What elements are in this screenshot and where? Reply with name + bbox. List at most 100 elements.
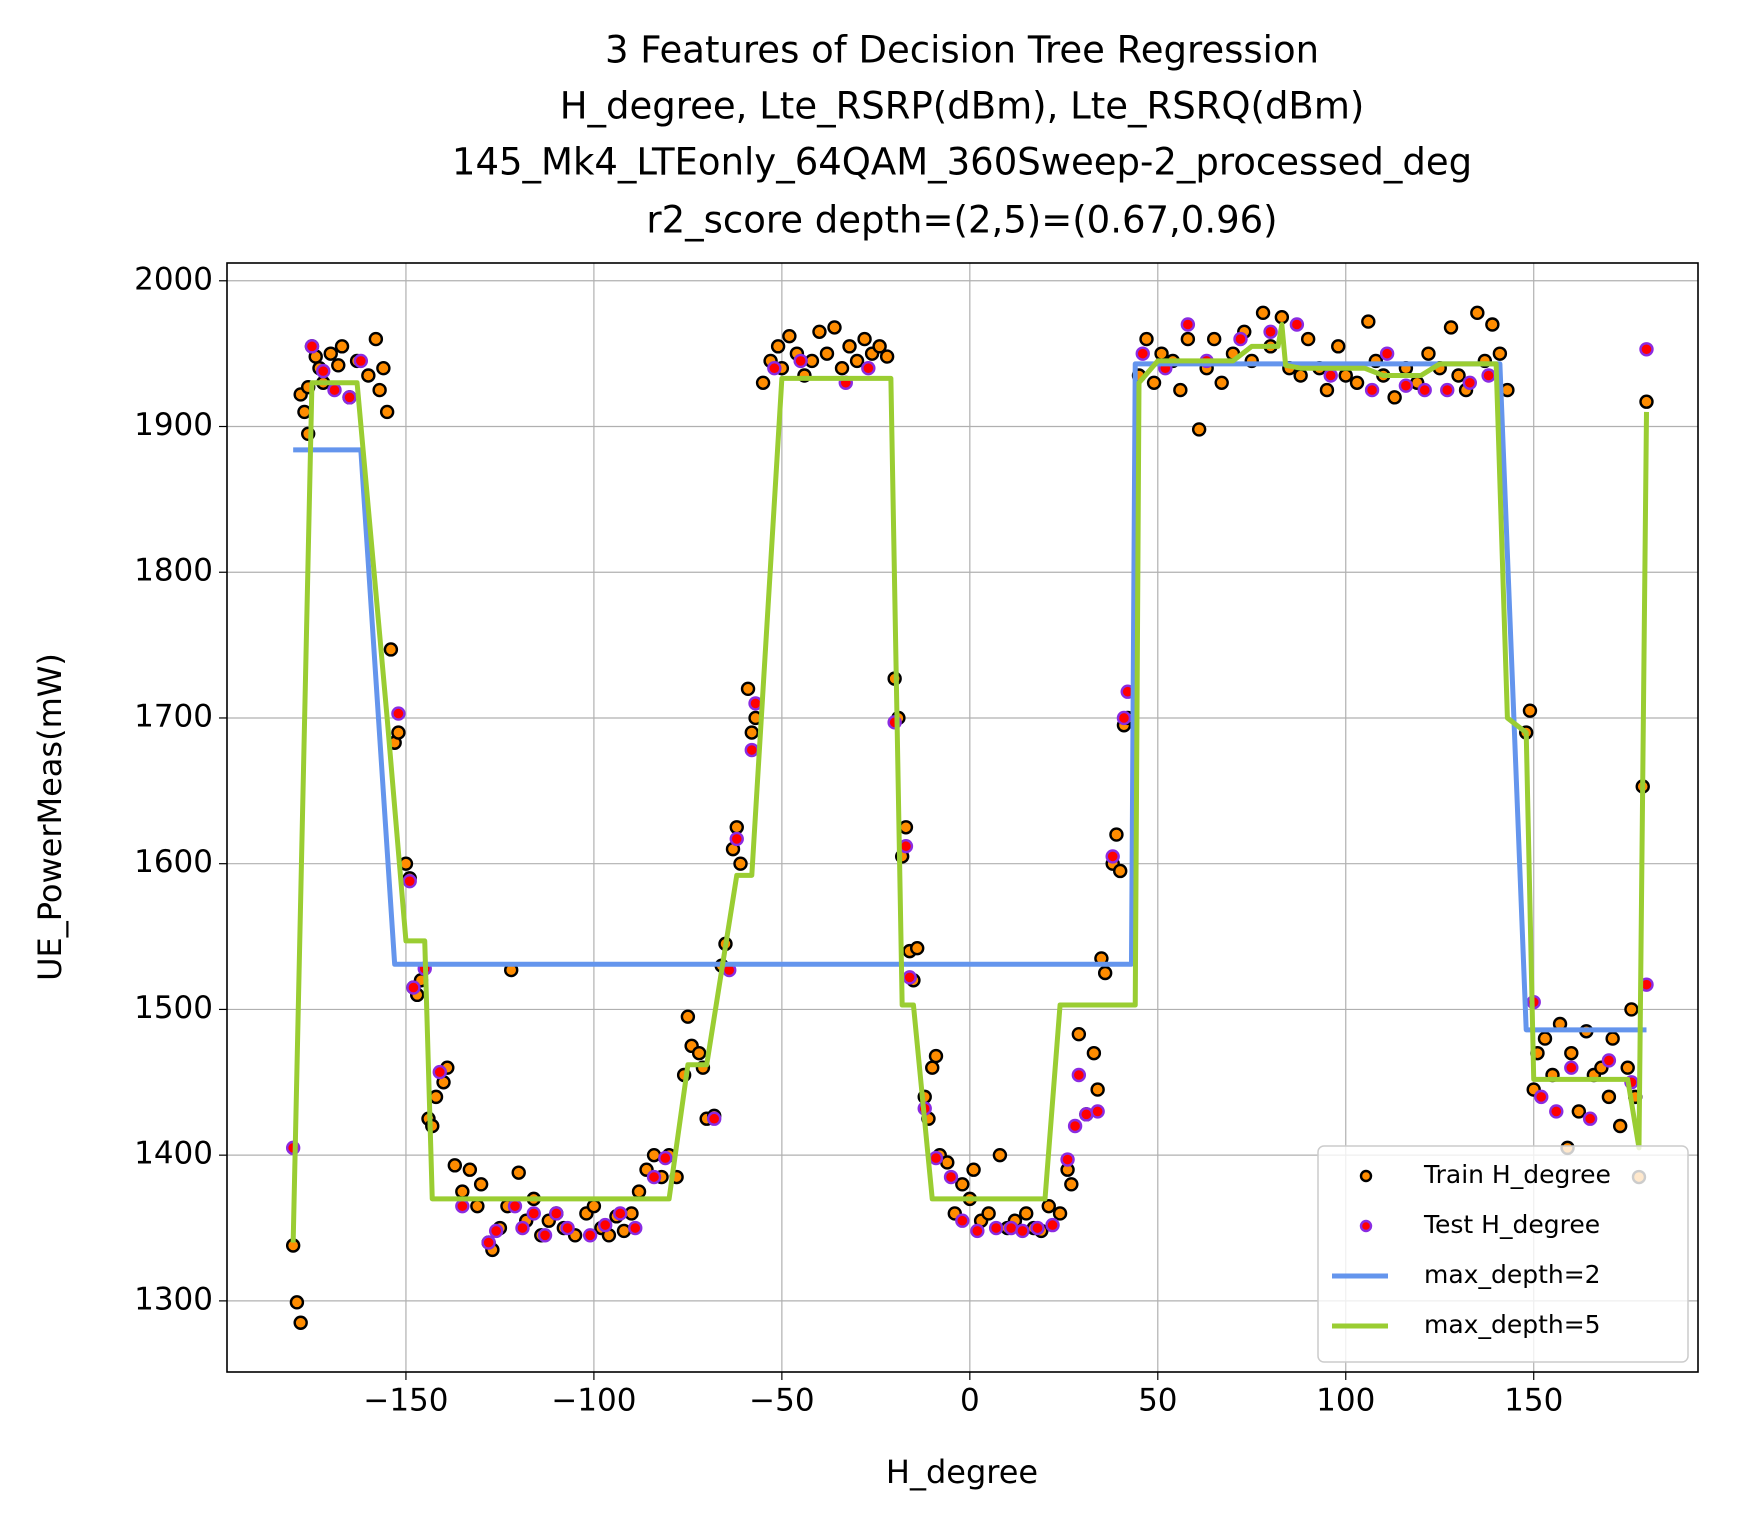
- point: [1180, 331, 1196, 347]
- point: [834, 361, 850, 376]
- point: [1361, 314, 1376, 329]
- point: [1263, 324, 1278, 339]
- x-tick-label: 0: [960, 1383, 980, 1419]
- point: [1109, 827, 1124, 842]
- x-tick-label: −100: [551, 1383, 636, 1419]
- point: [628, 1220, 643, 1236]
- point: [879, 349, 895, 364]
- point: [549, 1206, 564, 1221]
- point: [383, 642, 399, 657]
- legend-swatch: [1359, 1219, 1373, 1233]
- point: [379, 404, 395, 420]
- point: [462, 1162, 478, 1177]
- point: [1191, 422, 1207, 437]
- x-axis-label: H_degree: [886, 1453, 1038, 1491]
- point: [582, 1228, 598, 1243]
- point: [1624, 1002, 1639, 1017]
- point: [447, 1158, 463, 1173]
- point: [586, 1198, 602, 1214]
- point: [827, 320, 842, 335]
- y-tick-label: 1600: [134, 844, 213, 880]
- point: [770, 339, 786, 354]
- point: [1440, 382, 1455, 398]
- point: [334, 339, 350, 354]
- point: [1451, 368, 1466, 383]
- point: [1323, 368, 1338, 383]
- point: [767, 361, 782, 376]
- legend: Train H_degree Test H_degree max_depth=2ma…: [1317, 1145, 1689, 1363]
- point: [729, 820, 744, 835]
- point: [1549, 1104, 1564, 1119]
- point: [1564, 1045, 1579, 1061]
- point: [966, 1162, 981, 1177]
- point: [455, 1184, 470, 1199]
- point: [1398, 378, 1414, 393]
- point: [1481, 368, 1496, 383]
- point: [1064, 1177, 1079, 1192]
- point: [1045, 1217, 1060, 1233]
- point: [943, 1169, 959, 1185]
- point: [928, 1048, 944, 1064]
- point: [981, 1206, 996, 1221]
- point: [1289, 317, 1305, 332]
- point: [511, 1165, 526, 1180]
- point: [1233, 331, 1248, 347]
- point: [842, 339, 857, 354]
- point: [1274, 310, 1290, 325]
- point: [928, 1150, 944, 1166]
- chart-title: r2_score depth=(2,5)=(0.67,0.96): [646, 199, 1277, 242]
- point: [1620, 1060, 1635, 1075]
- point: [515, 1220, 530, 1236]
- point: [293, 1315, 308, 1330]
- point: [992, 1147, 1008, 1163]
- point: [1319, 382, 1335, 398]
- point: [353, 353, 369, 369]
- point: [819, 346, 835, 361]
- point: [1019, 1206, 1034, 1221]
- point: [537, 1228, 553, 1243]
- y-tick-label: 1800: [134, 553, 213, 589]
- point: [1015, 1223, 1030, 1239]
- point: [402, 873, 417, 889]
- x-tick-label: −150: [363, 1383, 448, 1419]
- point: [1387, 390, 1402, 405]
- point: [1485, 317, 1500, 332]
- point: [526, 1206, 541, 1221]
- line: [293, 361, 1647, 1033]
- legend-frame: [1317, 1145, 1689, 1363]
- chart-title: 145_Mk4_LTEonly_64QAM_360Sweep-2_process…: [452, 141, 1472, 184]
- legend-swatch: [1359, 1169, 1373, 1183]
- point: [1492, 346, 1508, 361]
- point: [488, 1223, 504, 1239]
- point: [1086, 1045, 1102, 1061]
- point: [1041, 1198, 1056, 1214]
- point: [297, 404, 312, 420]
- point: [1067, 1118, 1083, 1134]
- point: [861, 361, 876, 376]
- point: [507, 1198, 523, 1214]
- point: [1470, 305, 1485, 321]
- point: [316, 363, 331, 379]
- y-tick-label: 1300: [134, 1281, 213, 1317]
- point: [289, 1295, 305, 1310]
- point: [342, 390, 357, 405]
- point: [1582, 1111, 1598, 1126]
- point: [473, 1177, 489, 1192]
- point: [327, 382, 342, 398]
- point: [304, 339, 320, 354]
- y-tick-label: 1400: [134, 1136, 213, 1172]
- point: [331, 358, 346, 373]
- point: [872, 339, 887, 354]
- point: [658, 1150, 673, 1166]
- y-tick-label: 1900: [134, 407, 213, 443]
- point: [1139, 331, 1154, 347]
- point: [691, 1045, 707, 1061]
- point: [1522, 703, 1538, 718]
- point: [1030, 1220, 1045, 1236]
- point: [1113, 863, 1128, 879]
- point: [902, 970, 917, 985]
- point: [1146, 375, 1162, 390]
- point: [1173, 382, 1188, 398]
- point: [740, 681, 756, 697]
